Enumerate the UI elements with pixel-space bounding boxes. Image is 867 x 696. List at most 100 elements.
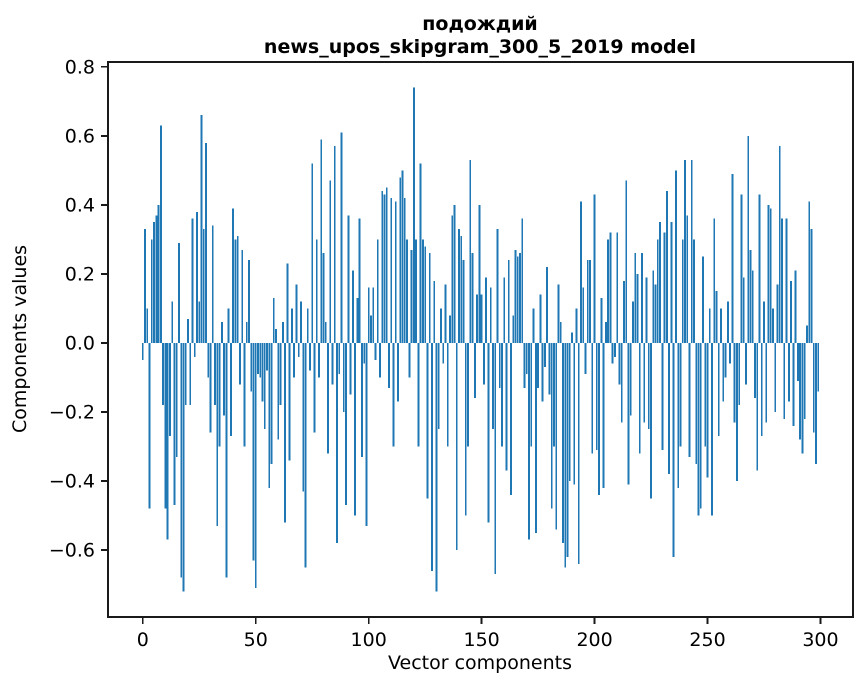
bar	[749, 249, 752, 343]
bar	[806, 325, 808, 343]
bar	[153, 222, 155, 343]
bar	[311, 163, 314, 343]
bar	[731, 173, 734, 343]
bar	[229, 342, 232, 437]
bar	[697, 342, 700, 516]
bar	[480, 294, 483, 343]
bar	[704, 342, 707, 447]
x-axis-label: Vector components	[388, 652, 572, 674]
bar	[758, 194, 761, 343]
bar	[345, 342, 347, 506]
bar	[790, 280, 793, 343]
bar	[537, 342, 540, 388]
bar	[374, 342, 377, 361]
bar	[663, 232, 666, 343]
bar	[376, 239, 379, 343]
bar	[268, 342, 271, 488]
bar	[351, 270, 354, 343]
bar	[485, 277, 488, 343]
bar	[600, 298, 603, 343]
bar	[505, 342, 508, 471]
bar	[297, 342, 300, 357]
bar	[455, 342, 458, 551]
bar	[496, 229, 499, 343]
bar	[616, 232, 619, 343]
bar	[211, 225, 214, 343]
bar	[763, 301, 765, 343]
bar	[539, 294, 542, 343]
bar	[726, 301, 729, 343]
bar	[595, 342, 598, 450]
bar	[272, 298, 275, 343]
bar	[300, 301, 302, 343]
bar	[665, 191, 668, 343]
bar	[469, 160, 472, 343]
bar	[175, 342, 178, 457]
bar	[451, 215, 454, 343]
bar	[288, 342, 291, 461]
bar	[604, 322, 607, 343]
bar	[799, 342, 802, 440]
bar	[295, 284, 298, 343]
bar	[444, 284, 447, 343]
bar	[397, 342, 399, 402]
bar	[796, 342, 799, 381]
bar	[252, 342, 255, 561]
bar	[191, 218, 194, 343]
bar	[239, 342, 241, 385]
x-axis-tick-labels: 0 50 100 150 200 250 300	[137, 629, 839, 651]
bar	[220, 322, 223, 343]
bar	[519, 253, 521, 343]
bar	[248, 260, 250, 343]
bar	[381, 191, 384, 343]
bar	[787, 342, 790, 402]
bar	[720, 308, 722, 343]
bar	[778, 146, 781, 343]
bar	[155, 215, 158, 343]
bar	[166, 342, 169, 540]
bar	[424, 246, 427, 343]
y-tick-label: −0.4	[49, 471, 95, 493]
bar	[765, 342, 768, 423]
bar	[602, 342, 605, 488]
bar	[302, 342, 305, 492]
bar	[426, 342, 429, 499]
bar	[363, 342, 366, 364]
bar	[275, 329, 277, 343]
bar	[394, 201, 397, 343]
x-tick-label: 150	[463, 629, 499, 651]
bar	[168, 342, 171, 437]
bar	[223, 342, 226, 416]
bar	[801, 342, 804, 454]
bar	[503, 277, 506, 343]
bar	[620, 342, 623, 423]
bar	[815, 342, 817, 464]
bar	[607, 239, 610, 343]
bar	[236, 235, 239, 343]
bar	[338, 342, 341, 375]
y-tick-label: 0.0	[65, 332, 95, 354]
bar	[290, 308, 293, 343]
chart-title-line2: news_upos_skipgram_300_5_2019 model	[264, 36, 696, 58]
bar	[525, 342, 528, 375]
bar	[327, 342, 329, 454]
bar	[738, 342, 741, 406]
bar	[693, 239, 695, 343]
bar	[182, 342, 185, 592]
bar	[358, 218, 361, 343]
bar	[593, 194, 596, 343]
bar	[661, 342, 664, 450]
bar	[453, 204, 456, 343]
bar	[584, 342, 587, 375]
bar	[670, 222, 673, 343]
bar	[711, 342, 713, 516]
bar	[361, 342, 363, 457]
bar	[614, 342, 616, 357]
bar	[686, 215, 689, 343]
bar	[681, 239, 684, 343]
bar	[679, 342, 682, 447]
y-tick-label: 0.6	[65, 125, 95, 147]
bar	[629, 342, 632, 416]
bar	[406, 239, 408, 343]
